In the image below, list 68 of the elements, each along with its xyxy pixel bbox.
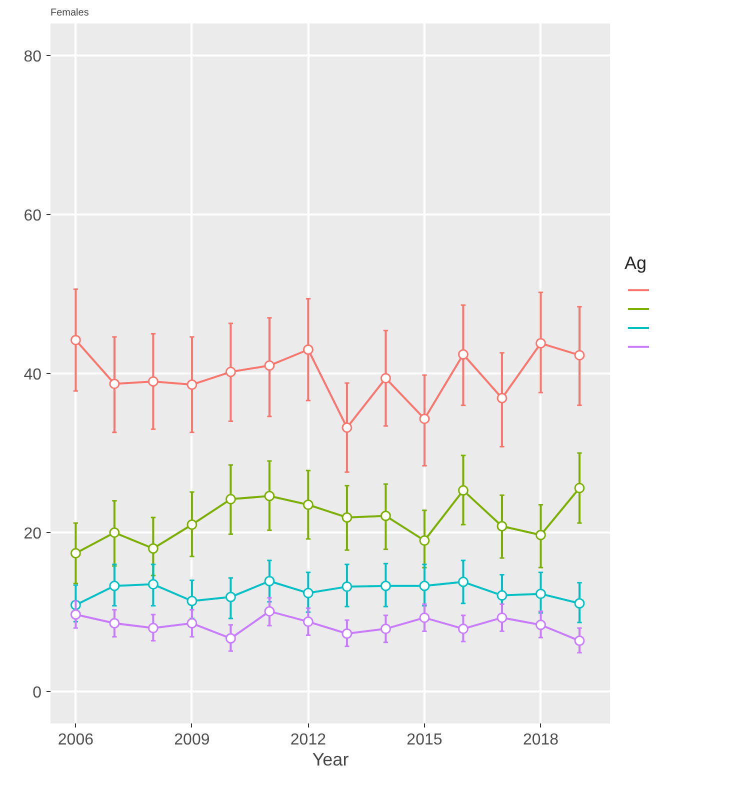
point: [380, 373, 391, 384]
point: [419, 612, 430, 623]
point: [70, 609, 81, 620]
point: [535, 588, 546, 600]
x-tick-label: 2015: [406, 732, 442, 748]
point: [535, 338, 546, 349]
point: [574, 482, 585, 494]
point: [186, 618, 198, 629]
point: [496, 392, 508, 404]
point: [574, 636, 585, 646]
point: [302, 616, 314, 627]
x-tick-label: 2009: [174, 732, 210, 748]
y-tick-label: 0: [32, 684, 42, 702]
x-tick-label: 2006: [58, 732, 94, 748]
point: [109, 618, 120, 629]
point: [458, 485, 468, 496]
point: [380, 510, 391, 522]
point: [380, 580, 391, 592]
point: [419, 414, 430, 424]
point: [342, 628, 352, 639]
point: [419, 535, 430, 546]
x-axis-title: Year: [312, 750, 349, 770]
point: [380, 624, 391, 634]
point: [186, 519, 198, 530]
y-tick-label: 80: [24, 48, 42, 66]
point: [148, 376, 158, 387]
point: [342, 581, 352, 592]
point: [496, 520, 508, 532]
point: [458, 576, 468, 588]
point: [225, 592, 236, 602]
point: [342, 512, 352, 523]
point: [225, 366, 236, 378]
point: [535, 620, 546, 630]
point: [264, 576, 275, 586]
point: [342, 422, 352, 433]
point: [574, 598, 585, 609]
y-tick-label: 40: [24, 366, 42, 384]
point: [70, 548, 81, 559]
y-tick-label: 20: [24, 526, 42, 543]
point: [148, 579, 158, 590]
point: [496, 590, 508, 601]
point: [264, 490, 275, 502]
point: [496, 612, 508, 623]
point: [109, 580, 120, 592]
point: [419, 580, 430, 592]
point: [109, 378, 120, 390]
point: [535, 530, 546, 540]
y-tick-label: 60: [24, 207, 42, 224]
point: [302, 344, 314, 355]
point: [264, 360, 275, 371]
point: [458, 349, 468, 360]
point: [458, 624, 468, 634]
x-tick-label: 2018: [522, 732, 559, 748]
point: [186, 596, 198, 606]
point: [148, 543, 158, 554]
legend-title: Ag: [624, 252, 647, 273]
point: [302, 588, 314, 598]
point: [225, 494, 236, 504]
chart-title: Females: [50, 8, 89, 18]
point: [109, 527, 120, 538]
point: [574, 350, 585, 360]
point: [264, 606, 275, 617]
point: [225, 633, 236, 644]
point: [70, 334, 81, 346]
point: [148, 622, 158, 634]
point: [302, 500, 314, 510]
point: [186, 379, 198, 390]
x-tick-label: 2012: [290, 732, 326, 748]
